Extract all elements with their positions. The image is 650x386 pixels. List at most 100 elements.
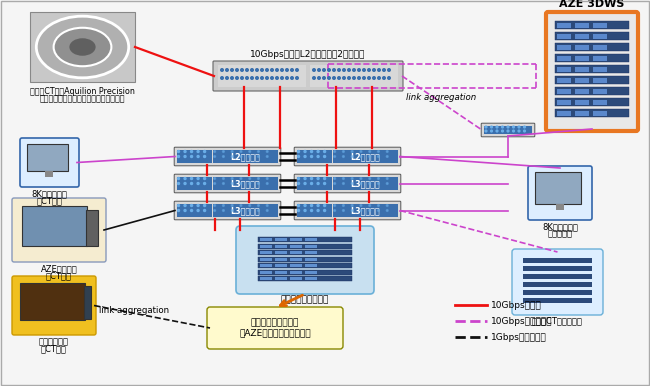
Circle shape <box>222 210 224 212</box>
FancyBboxPatch shape <box>174 174 281 193</box>
Bar <box>45 171 53 177</box>
Bar <box>258 244 352 249</box>
Bar <box>213 204 278 217</box>
Circle shape <box>378 151 380 152</box>
Circle shape <box>304 151 306 152</box>
FancyBboxPatch shape <box>174 147 281 166</box>
Circle shape <box>358 77 360 79</box>
Circle shape <box>286 77 289 79</box>
Circle shape <box>524 130 525 132</box>
Bar <box>523 266 592 271</box>
Ellipse shape <box>36 16 129 78</box>
Bar <box>260 244 272 247</box>
Circle shape <box>333 69 335 71</box>
Circle shape <box>363 77 365 79</box>
Circle shape <box>214 156 216 157</box>
Circle shape <box>190 183 192 185</box>
Circle shape <box>324 178 326 179</box>
Circle shape <box>333 178 335 179</box>
Circle shape <box>281 77 283 79</box>
Bar <box>523 274 592 279</box>
Circle shape <box>324 210 326 212</box>
Circle shape <box>358 69 360 71</box>
Circle shape <box>360 178 362 179</box>
Bar <box>297 204 332 217</box>
Circle shape <box>197 151 199 152</box>
Circle shape <box>203 156 205 157</box>
Bar <box>305 244 317 247</box>
Circle shape <box>197 178 199 179</box>
Circle shape <box>203 151 205 152</box>
Circle shape <box>276 69 278 71</box>
FancyArrowPatch shape <box>280 295 302 306</box>
Bar <box>593 56 607 61</box>
Circle shape <box>222 183 224 185</box>
Circle shape <box>266 151 268 152</box>
Circle shape <box>333 151 335 152</box>
Circle shape <box>372 77 375 79</box>
Bar <box>275 238 287 241</box>
Text: 1Gbpsメタル接続: 1Gbpsメタル接続 <box>491 332 547 342</box>
Bar <box>555 109 629 117</box>
Circle shape <box>485 126 487 128</box>
Bar <box>555 87 629 95</box>
Circle shape <box>298 178 300 179</box>
Bar <box>557 100 571 105</box>
Bar <box>275 251 287 254</box>
Text: AZE専用端末: AZE専用端末 <box>40 264 77 273</box>
Bar <box>290 277 302 280</box>
Bar <box>523 282 592 287</box>
Circle shape <box>249 151 251 152</box>
Circle shape <box>369 183 370 185</box>
Circle shape <box>190 210 192 212</box>
FancyBboxPatch shape <box>174 201 281 220</box>
Bar <box>305 257 317 261</box>
Circle shape <box>386 210 388 212</box>
Circle shape <box>343 178 344 179</box>
Circle shape <box>257 183 259 185</box>
Circle shape <box>524 126 525 128</box>
Circle shape <box>386 205 388 207</box>
Circle shape <box>502 130 503 132</box>
Text: （CT室）: （CT室） <box>36 196 62 205</box>
Circle shape <box>266 210 268 212</box>
Bar <box>333 177 398 190</box>
Circle shape <box>378 205 380 207</box>
Text: L3スイッチ: L3スイッチ <box>350 179 380 188</box>
Bar <box>593 22 607 27</box>
Bar <box>593 66 607 71</box>
Circle shape <box>372 69 375 71</box>
FancyBboxPatch shape <box>512 249 603 315</box>
Bar <box>305 238 317 241</box>
Circle shape <box>386 183 388 185</box>
Bar <box>575 56 589 61</box>
Circle shape <box>222 156 224 157</box>
Circle shape <box>317 156 319 157</box>
Bar <box>213 150 278 163</box>
Circle shape <box>328 77 330 79</box>
Circle shape <box>221 69 224 71</box>
Text: 8Kモニタ端末: 8Kモニタ端末 <box>542 222 578 231</box>
Circle shape <box>304 156 306 157</box>
Circle shape <box>343 156 344 157</box>
Circle shape <box>261 77 263 79</box>
Circle shape <box>249 183 251 185</box>
FancyBboxPatch shape <box>546 12 638 131</box>
Bar <box>22 206 87 246</box>
Text: 高精細CT装置Aquilion Precision: 高精細CT装置Aquilion Precision <box>30 87 135 96</box>
Circle shape <box>324 151 326 152</box>
Circle shape <box>214 210 216 212</box>
Bar <box>575 34 589 39</box>
Circle shape <box>251 69 254 71</box>
Circle shape <box>231 69 233 71</box>
Bar <box>593 44 607 49</box>
Circle shape <box>378 178 380 179</box>
Text: （キヤノンメディカルシステムズ社製）: （キヤノンメディカルシステムズ社製） <box>40 94 125 103</box>
Circle shape <box>343 69 345 71</box>
Circle shape <box>270 77 273 79</box>
Text: （CT用）: （CT用） <box>41 344 67 353</box>
Circle shape <box>236 77 239 79</box>
Circle shape <box>383 69 385 71</box>
Bar <box>305 251 317 254</box>
Circle shape <box>368 77 370 79</box>
